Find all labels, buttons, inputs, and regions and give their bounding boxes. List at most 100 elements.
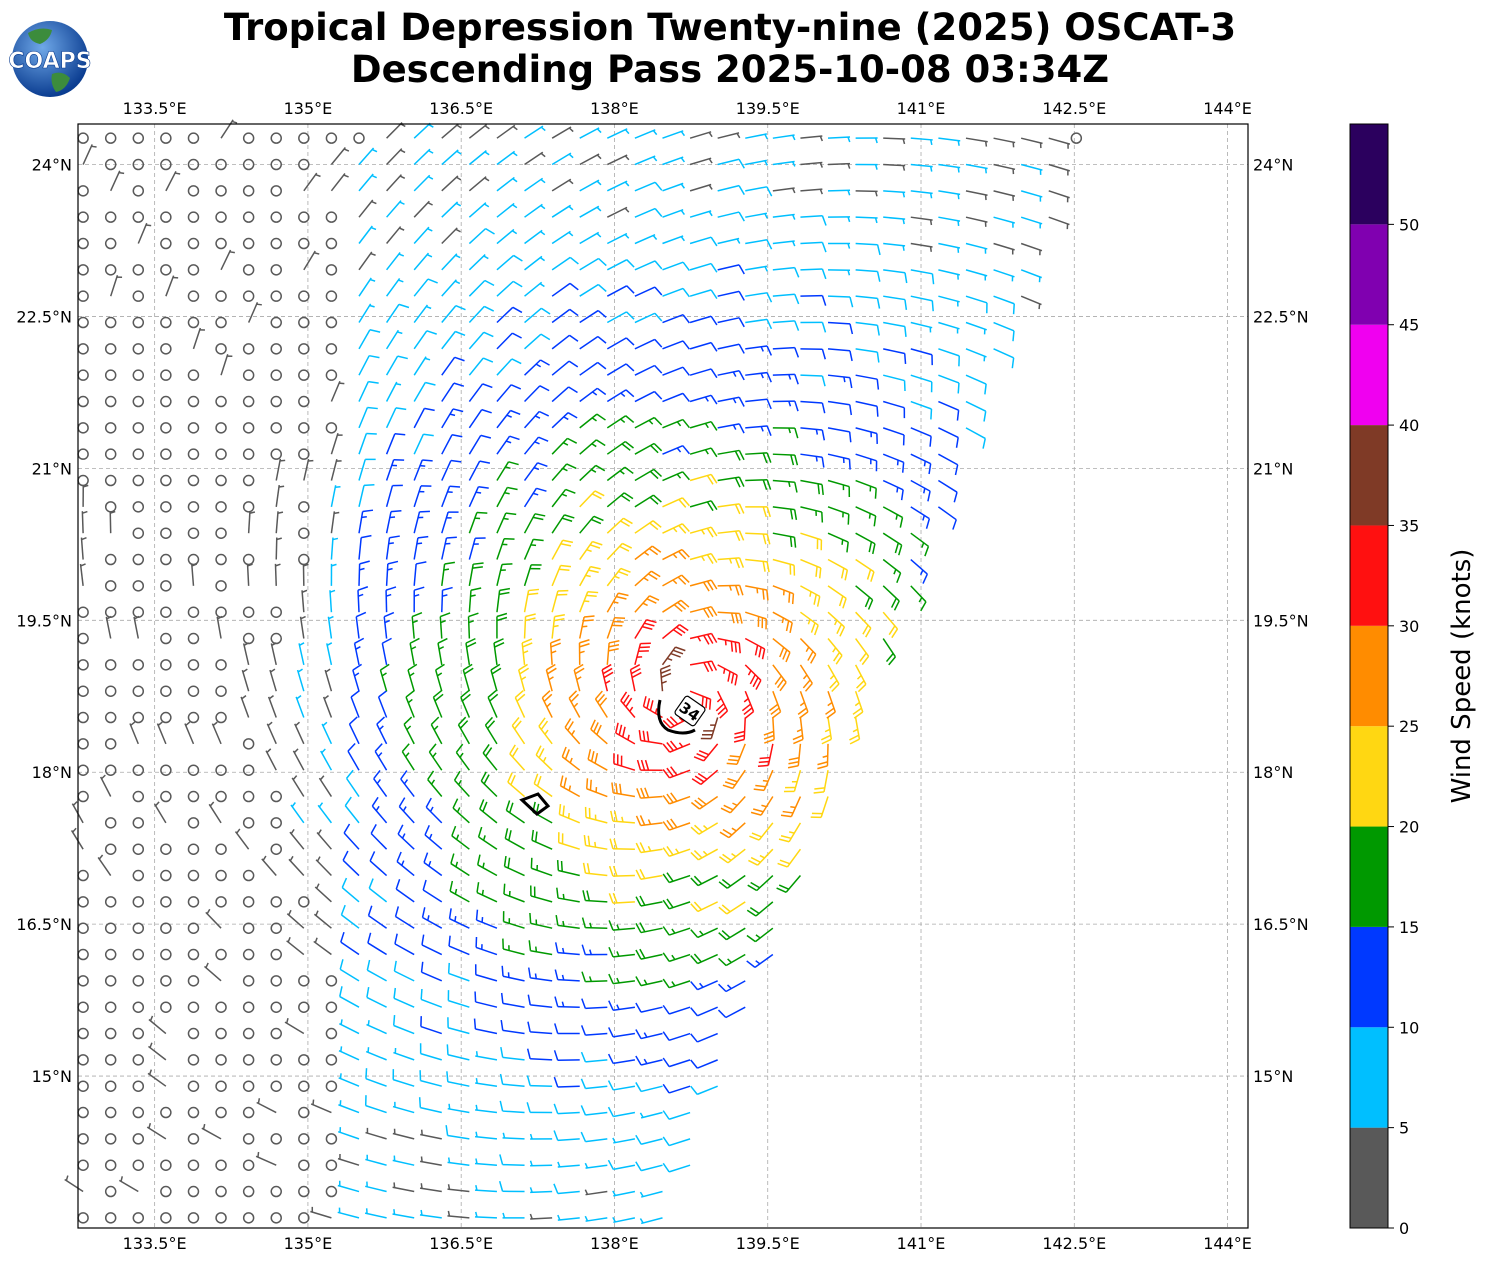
wind-barb	[392, 1182, 415, 1193]
wind-barb	[187, 395, 200, 408]
wind-barb	[215, 1185, 227, 1198]
wind-barb	[578, 615, 595, 639]
wind-barb	[337, 1153, 360, 1166]
wind-barb	[187, 316, 200, 329]
wind-barb	[340, 904, 360, 929]
wind-barb	[430, 716, 443, 745]
wind-barb	[800, 348, 826, 360]
wind-barb	[325, 369, 338, 381]
wind-barb	[551, 282, 579, 297]
wind-barb	[104, 817, 117, 829]
wind-barb	[634, 312, 663, 324]
wind-barb	[352, 663, 362, 692]
wind-barb	[303, 458, 314, 481]
wind-barb	[303, 172, 321, 192]
wind-barb	[606, 415, 635, 429]
wind-barb	[215, 211, 227, 223]
wind-barb	[298, 395, 310, 408]
wind-barb	[104, 764, 117, 776]
wind-barb	[568, 690, 581, 718]
wind-barb	[413, 278, 438, 297]
wind-barb	[413, 381, 436, 402]
wind-barb	[1020, 190, 1043, 202]
wind-barb	[827, 611, 846, 637]
wind-barb	[827, 427, 852, 443]
wind-barb	[634, 442, 663, 455]
wind-barb	[104, 975, 117, 987]
wind-barb	[965, 321, 987, 335]
wind-barb	[413, 226, 433, 245]
wind-barb	[468, 123, 490, 139]
colorbar-ticks: 0 5 10 15 20 25 30 35 40 45 50	[1388, 215, 1419, 1238]
wind-barb	[689, 394, 718, 405]
wind-barb	[662, 1083, 691, 1094]
wind-barb	[370, 823, 388, 850]
wind-barb	[757, 743, 774, 768]
wind-barb	[827, 400, 853, 416]
wind-barb	[523, 613, 536, 639]
wind-barb	[662, 1031, 691, 1042]
wind-barb	[689, 289, 718, 300]
wind-barb	[745, 345, 773, 356]
wind-radii-contours: 34	[519, 695, 706, 816]
wind-barb	[220, 119, 238, 139]
wind-barb	[468, 460, 491, 481]
wind-barb	[561, 746, 581, 771]
wind-barb	[468, 511, 488, 534]
wind-barb	[689, 131, 713, 139]
wind-barb	[215, 606, 227, 618]
wind-barb	[579, 335, 607, 350]
wind-barb	[441, 459, 462, 481]
lat-tick-label-right: 19.5°N	[1253, 611, 1309, 630]
wind-barb	[327, 615, 334, 639]
wind-barb	[551, 334, 579, 350]
wind-barb	[330, 173, 349, 192]
wind-barb	[580, 1105, 608, 1116]
wind-barb	[772, 664, 787, 692]
wind-barb	[215, 948, 227, 961]
wind-barb	[242, 1054, 255, 1066]
wind-barb	[428, 743, 443, 771]
wind-barb	[160, 659, 172, 671]
wind-barb	[338, 1100, 360, 1114]
wind-barb	[294, 721, 305, 745]
wind-barb	[329, 589, 336, 613]
wind-barb	[780, 796, 802, 818]
wind-barb	[340, 931, 360, 956]
wind-barb	[409, 637, 420, 665]
wind-barb	[634, 642, 651, 666]
wind-barb	[270, 896, 282, 908]
wind-barb	[104, 422, 117, 434]
wind-barb	[242, 896, 255, 908]
wind-barb	[634, 207, 663, 218]
wind-barb	[310, 1206, 332, 1219]
wind-barb	[883, 190, 906, 198]
wind-barb	[366, 1020, 387, 1035]
wind-barb	[270, 290, 282, 302]
wind-barb	[325, 1027, 338, 1040]
wind-barb	[385, 458, 405, 481]
colorbar-bin	[1350, 324, 1388, 426]
wind-barb	[772, 240, 796, 247]
wind-barb	[298, 369, 310, 381]
wind-barb	[551, 514, 575, 534]
wind-barb	[104, 1001, 117, 1013]
wind-barb	[441, 123, 462, 139]
wind-barb	[298, 1106, 310, 1119]
wind-barb	[634, 520, 662, 534]
wind-barb	[468, 383, 493, 402]
wind-barb	[452, 798, 470, 824]
wind-barb	[286, 936, 305, 956]
wind-barb	[662, 926, 691, 936]
wind-barb	[160, 132, 172, 144]
wind-barb	[662, 208, 686, 218]
wind-barb	[538, 717, 553, 745]
wind-barb	[635, 868, 663, 881]
wind-barb	[385, 560, 399, 586]
wind-barb	[662, 574, 690, 587]
wind-barb	[160, 632, 172, 645]
wind-barb	[146, 1122, 167, 1140]
wind-barb	[187, 606, 200, 618]
wind-barb	[882, 400, 906, 419]
wind-barb	[882, 558, 902, 584]
